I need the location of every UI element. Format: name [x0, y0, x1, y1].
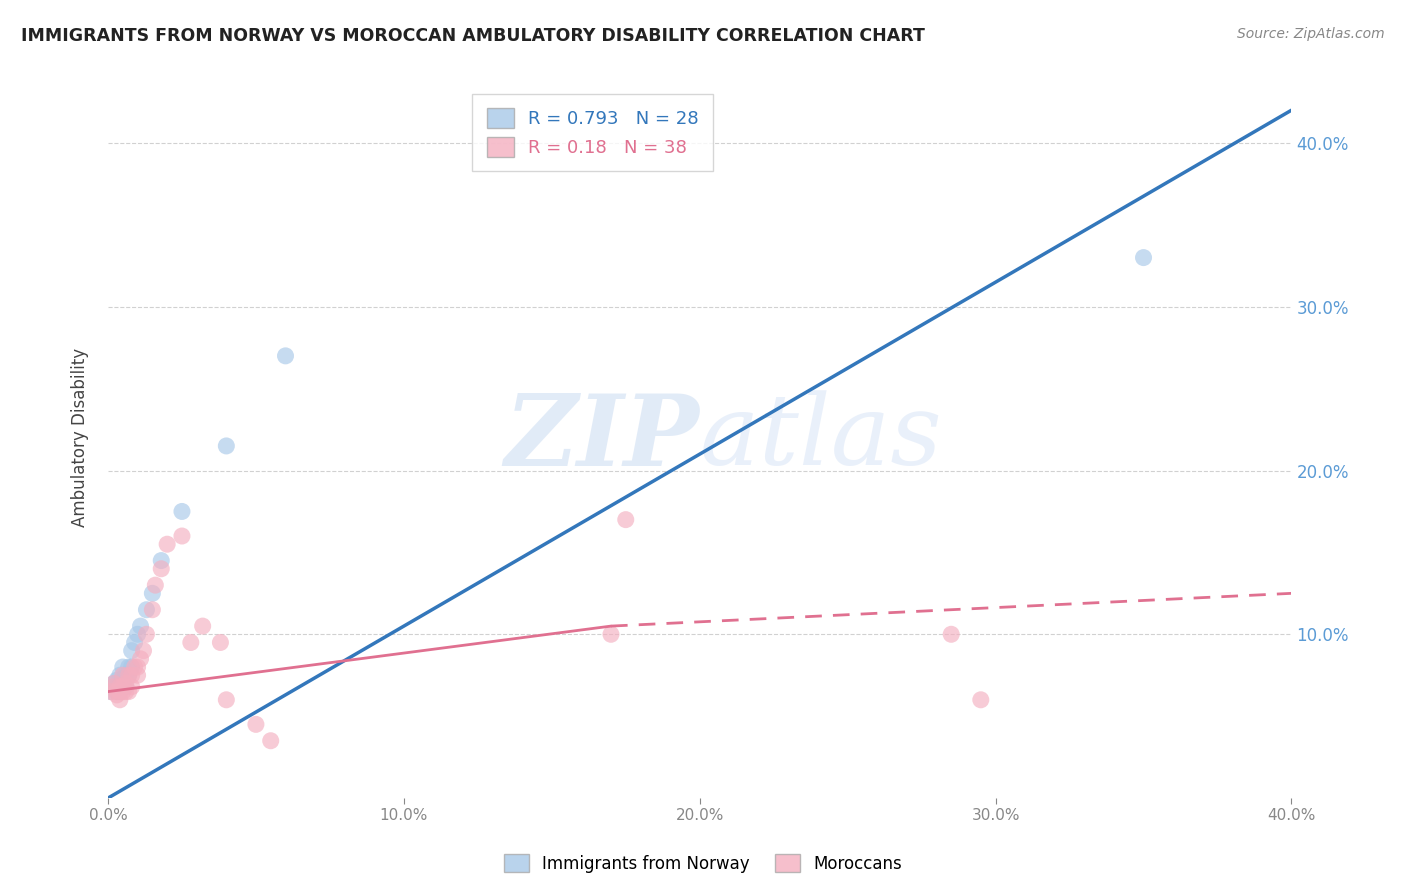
Point [118, 684, 141, 698]
Point [108, 684, 131, 698]
Point [180, 635, 202, 649]
Point [143, 578, 166, 592]
Point [108, 676, 131, 690]
Point [132, 643, 155, 657]
Point [108, 693, 131, 707]
Text: IMMIGRANTS FROM NORWAY VS MOROCCAN AMBULATORY DISABILITY CORRELATION CHART: IMMIGRANTS FROM NORWAY VS MOROCCAN AMBUL… [21, 27, 925, 45]
Point [121, 643, 143, 657]
Point [245, 717, 267, 731]
Point [108, 684, 131, 698]
Point [141, 586, 163, 600]
Point [129, 619, 152, 633]
Legend: Immigrants from Norway, Moroccans: Immigrants from Norway, Moroccans [498, 847, 908, 880]
Point [135, 627, 157, 641]
Point [124, 660, 146, 674]
Text: Source: ZipAtlas.com: Source: ZipAtlas.com [1237, 27, 1385, 41]
Point [170, 529, 193, 543]
Text: ZIP: ZIP [505, 390, 700, 486]
Point [121, 660, 143, 674]
Point [127, 660, 149, 674]
Point [100, 684, 122, 698]
Y-axis label: Ambulatory Disability: Ambulatory Disability [72, 348, 89, 527]
Point [150, 562, 173, 576]
Point [141, 603, 163, 617]
Point [105, 684, 128, 698]
Point [105, 673, 128, 687]
Point [150, 553, 173, 567]
Point [129, 652, 152, 666]
Point [108, 668, 131, 682]
Point [111, 660, 134, 674]
Point [1132, 251, 1154, 265]
Point [127, 627, 149, 641]
Point [105, 684, 128, 698]
Point [118, 668, 141, 682]
Point [274, 349, 297, 363]
Point [114, 676, 136, 690]
Point [215, 693, 238, 707]
Point [118, 660, 141, 674]
Point [600, 627, 623, 641]
Point [614, 513, 637, 527]
Point [127, 668, 149, 682]
Point [121, 668, 143, 682]
Point [114, 668, 136, 682]
Text: atlas: atlas [700, 390, 942, 485]
Point [111, 668, 134, 682]
Point [105, 688, 128, 702]
Point [118, 668, 141, 682]
Point [970, 693, 993, 707]
Point [100, 684, 122, 698]
Point [191, 619, 214, 633]
Point [156, 537, 179, 551]
Point [941, 627, 963, 641]
Point [260, 733, 283, 747]
Point [108, 680, 131, 694]
Point [105, 680, 128, 694]
Point [124, 635, 146, 649]
Legend: R = 0.793   N = 28, R = 0.18   N = 38: R = 0.793 N = 28, R = 0.18 N = 38 [472, 94, 713, 171]
Point [111, 672, 134, 686]
Point [103, 676, 125, 690]
Point [114, 684, 136, 698]
Point [103, 680, 125, 694]
Point [103, 680, 125, 694]
Point [170, 504, 193, 518]
Point [111, 676, 134, 690]
Point [215, 439, 238, 453]
Point [121, 680, 143, 694]
Point [103, 676, 125, 690]
Point [114, 680, 136, 694]
Point [111, 680, 134, 694]
Point [111, 684, 134, 698]
Point [135, 603, 157, 617]
Point [209, 635, 232, 649]
